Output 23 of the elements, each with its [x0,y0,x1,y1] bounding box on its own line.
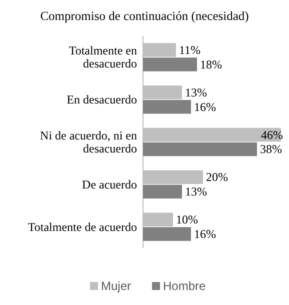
data-label: 20% [206,170,228,184]
data-label: 11% [179,42,201,57]
data-label: 16% [194,227,216,242]
data-label: 38% [260,142,282,156]
data-label: 10% [176,212,198,227]
chart-title: Compromiso de continuación (necesidad) [40,9,249,23]
legend-label: Hombre [163,279,206,293]
bar [143,142,257,156]
data-label: 46% [261,128,283,142]
y-tick-label: Totalmente en desacuerdo [68,44,137,71]
bar [143,58,197,72]
y-tick-label: En desacuerdo [66,92,137,107]
bar [143,227,191,241]
bar [143,100,191,114]
data-label: 13% [185,184,207,199]
data-label: 13% [185,85,207,100]
bar [143,184,182,199]
y-tick-label: De acuerdo [82,177,137,192]
legend-label: Mujer [101,279,132,293]
data-label: 18% [200,57,222,72]
y-tick-label: Ni de acuerdo, ni en desacuerdo [40,128,137,156]
y-tick-label: Totalmente de acuerdo [28,220,137,234]
data-label: 16% [194,100,216,114]
